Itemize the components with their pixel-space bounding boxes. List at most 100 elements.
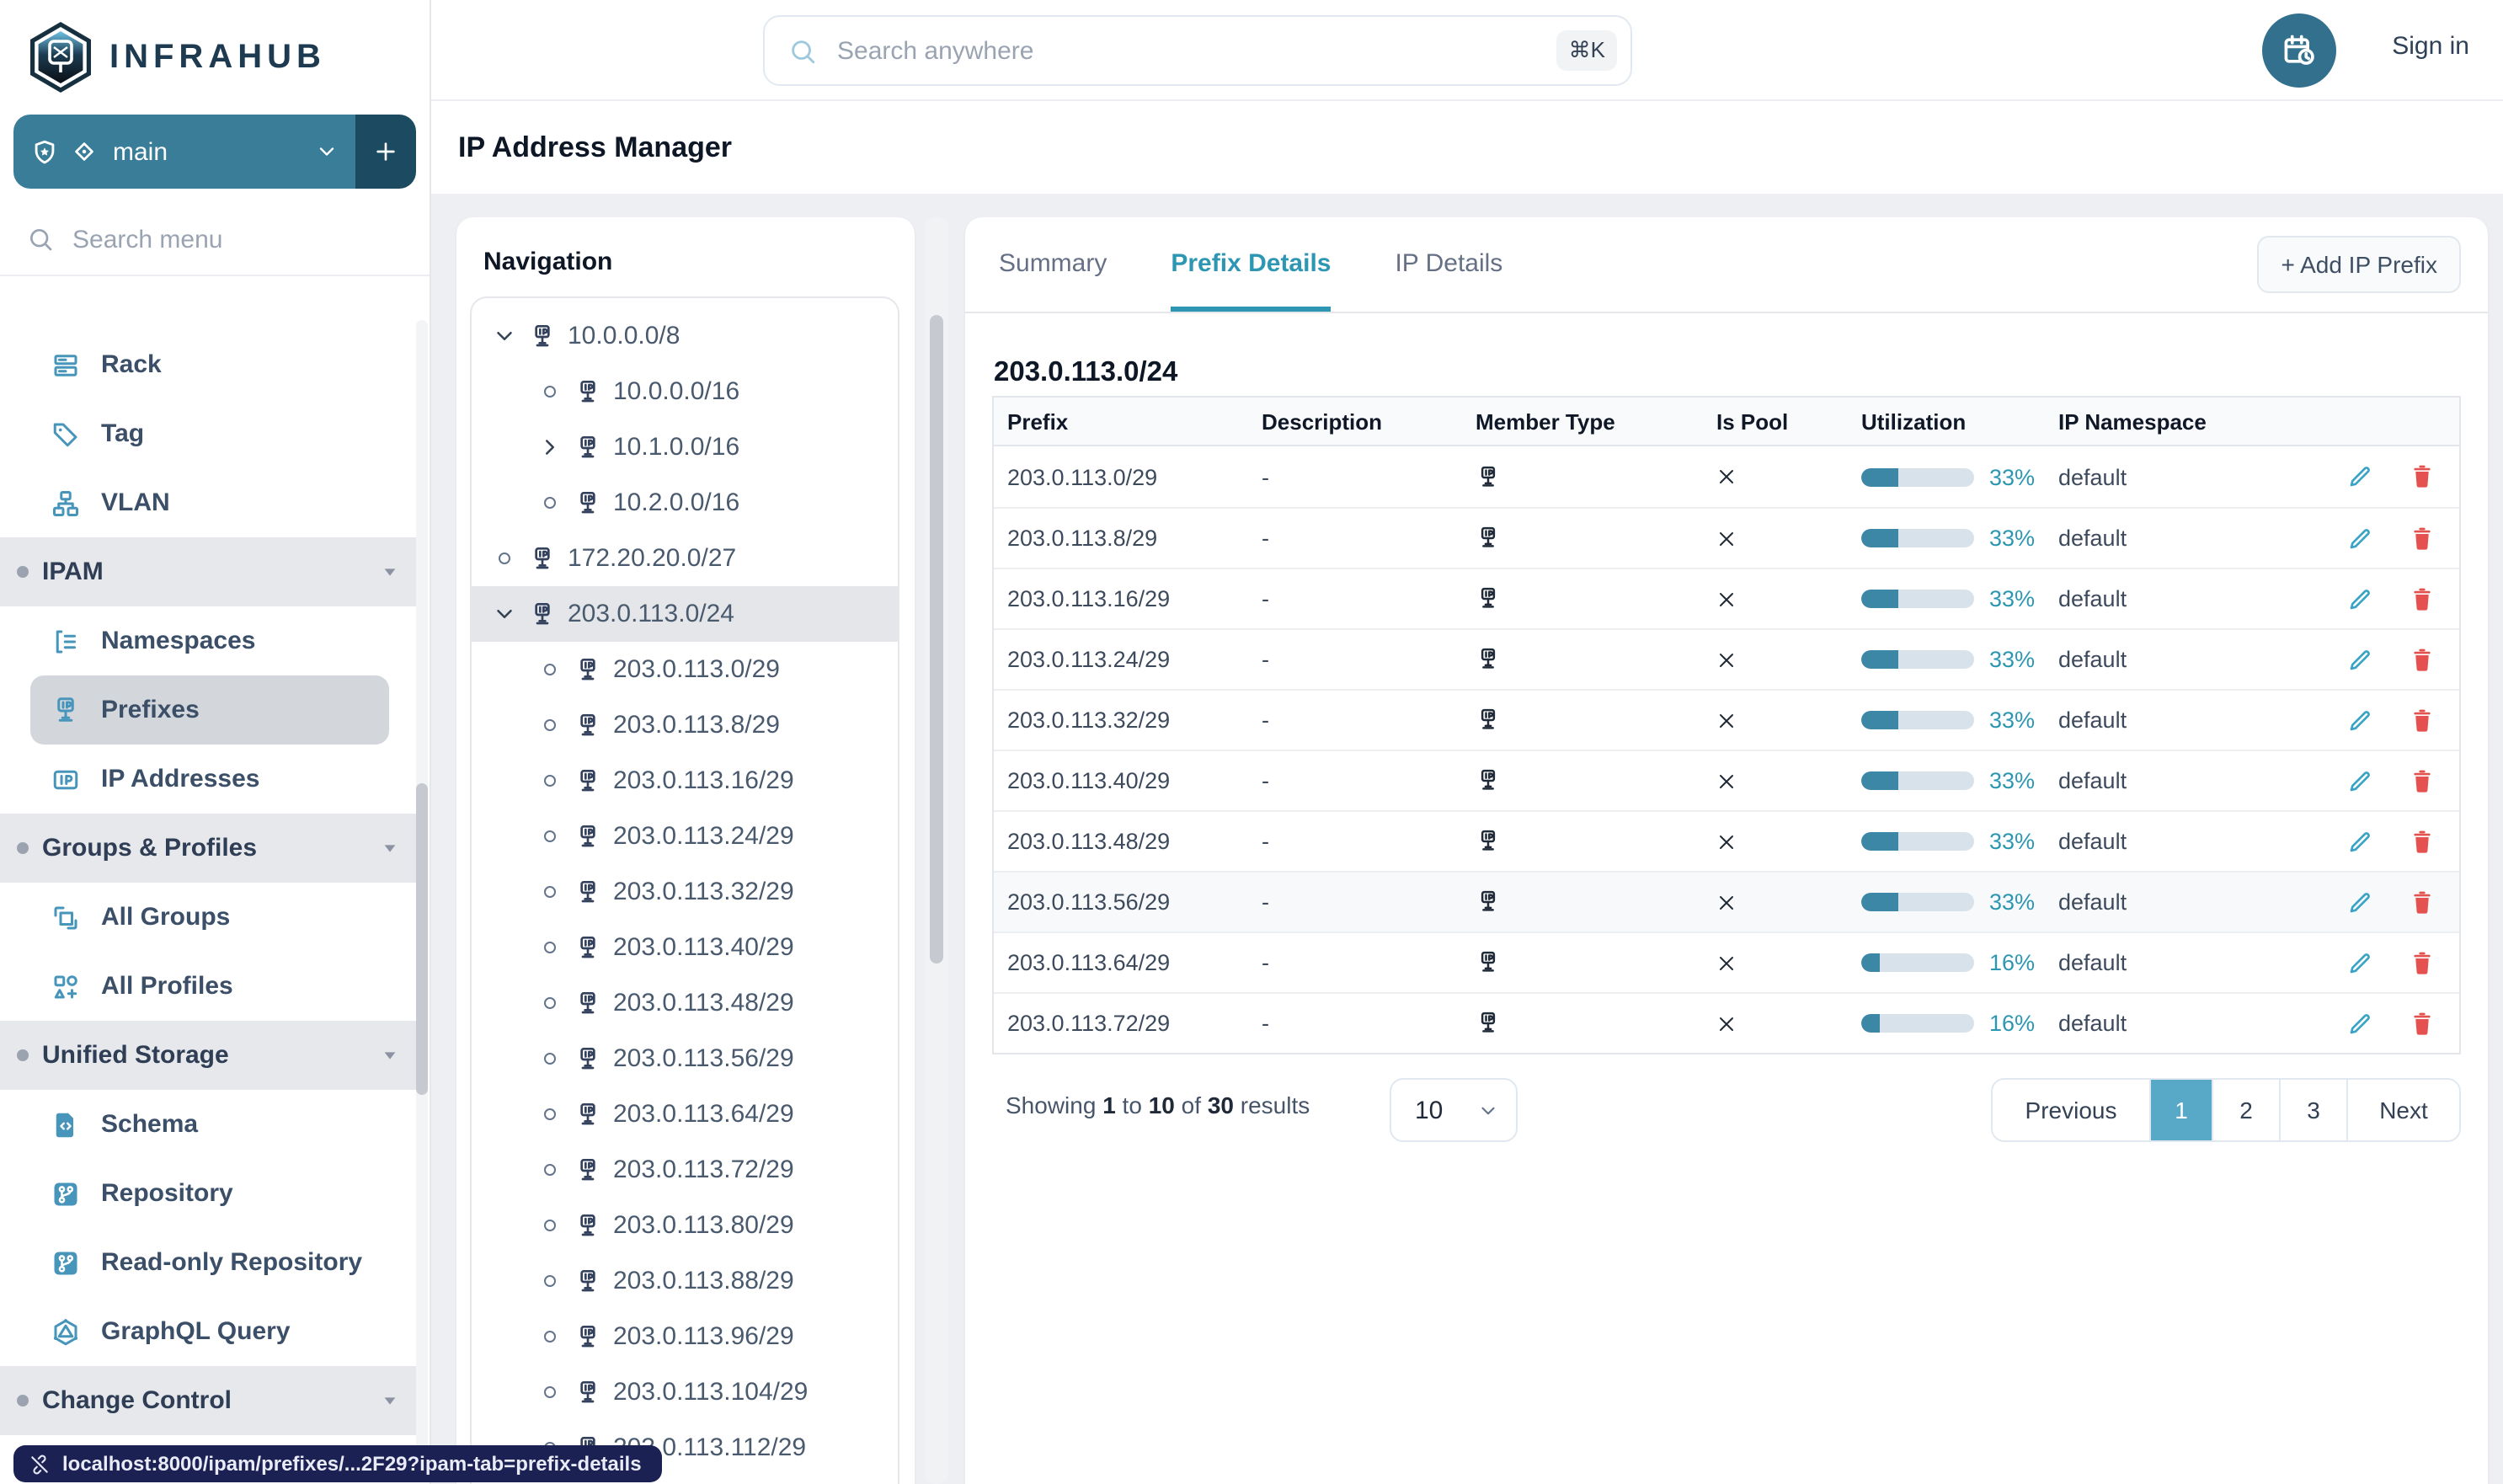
- table-row[interactable]: 203.0.113.8/29 - 33% default: [994, 507, 2459, 568]
- tree-item[interactable]: 203.0.113.56/29: [472, 1031, 898, 1086]
- tree-leaf-marker[interactable]: [537, 379, 563, 404]
- tree-item[interactable]: 203.0.113.8/29: [472, 697, 898, 753]
- logo[interactable]: INFRAHUB: [0, 0, 430, 108]
- tree-item[interactable]: 172.20.20.0/27: [472, 531, 898, 586]
- delete-icon[interactable]: [2409, 707, 2436, 734]
- table-row[interactable]: 203.0.113.72/29 - 16% default: [994, 992, 2459, 1053]
- pager-button-previous[interactable]: Previous: [1993, 1080, 2149, 1140]
- pager-button-3[interactable]: 3: [2279, 1080, 2346, 1140]
- table-row[interactable]: 203.0.113.16/29 - 33% default: [994, 568, 2459, 628]
- delete-icon[interactable]: [2409, 646, 2436, 673]
- sidebar-scrollbar-thumb[interactable]: [416, 783, 428, 1095]
- sidebar-item-namespaces[interactable]: Namespaces: [0, 606, 423, 675]
- table-row[interactable]: 203.0.113.32/29 - 33% default: [994, 689, 2459, 750]
- edit-icon[interactable]: [2346, 707, 2373, 734]
- pager-button-1[interactable]: 1: [2149, 1080, 2212, 1140]
- delete-icon[interactable]: [2409, 585, 2436, 612]
- sidebar-item-all-groups[interactable]: All Groups: [0, 883, 423, 952]
- sidebar-item-rack[interactable]: Rack: [0, 330, 423, 399]
- table-row[interactable]: 203.0.113.40/29 - 33% default: [994, 750, 2459, 810]
- edit-icon[interactable]: [2346, 463, 2373, 490]
- table-row[interactable]: 203.0.113.24/29 - 33% default: [994, 628, 2459, 689]
- tree-item[interactable]: 10.2.0.0/16: [472, 475, 898, 531]
- tree-scrollbar[interactable]: [925, 217, 948, 1484]
- sidebar-section-ipam[interactable]: IPAM: [0, 537, 423, 606]
- edit-icon[interactable]: [2346, 585, 2373, 612]
- menu-search-input[interactable]: [69, 223, 355, 255]
- tree-item[interactable]: 203.0.113.48/29: [472, 975, 898, 1031]
- tree-leaf-marker[interactable]: [537, 1213, 563, 1238]
- pager-button-next[interactable]: Next: [2346, 1080, 2459, 1140]
- sidebar-item-tag[interactable]: Tag: [0, 399, 423, 468]
- table-row[interactable]: 203.0.113.56/29 - 33% default: [994, 871, 2459, 932]
- sidebar-item-all-profiles[interactable]: All Profiles: [0, 952, 423, 1021]
- tree-scrollbar-thumb[interactable]: [930, 315, 943, 964]
- page-size-select[interactable]: 10: [1390, 1078, 1518, 1142]
- tree-leaf-marker[interactable]: [537, 1046, 563, 1071]
- delete-icon[interactable]: [2409, 828, 2436, 855]
- tab-summary[interactable]: Summary: [999, 249, 1107, 278]
- time-travel-button[interactable]: [2262, 13, 2336, 88]
- table-row[interactable]: 203.0.113.0/29 - 33% default: [994, 446, 2459, 507]
- tree-leaf-marker[interactable]: [537, 1380, 563, 1405]
- tree-item[interactable]: 203.0.113.0/24: [472, 586, 898, 642]
- sidebar-scrollbar[interactable]: [416, 320, 428, 1477]
- delete-icon[interactable]: [2409, 1010, 2436, 1037]
- tree-leaf-marker[interactable]: [537, 1102, 563, 1127]
- tree-item[interactable]: 203.0.113.80/29: [472, 1198, 898, 1253]
- tree-leaf-marker[interactable]: [537, 768, 563, 793]
- tree-item[interactable]: 203.0.113.24/29: [472, 809, 898, 864]
- sidebar-section-change-control[interactable]: Change Control: [0, 1366, 423, 1435]
- delete-icon[interactable]: [2409, 949, 2436, 976]
- tree-item[interactable]: 203.0.113.0/29: [472, 642, 898, 697]
- tree-expanded-chevron[interactable]: [492, 323, 517, 349]
- tree-expanded-chevron[interactable]: [492, 601, 517, 627]
- tree-item[interactable]: 203.0.113.64/29: [472, 1086, 898, 1142]
- delete-icon[interactable]: [2409, 767, 2436, 794]
- edit-icon[interactable]: [2346, 828, 2373, 855]
- tab-ip-details[interactable]: IP Details: [1395, 249, 1503, 278]
- sidebar-section-groups-profiles[interactable]: Groups & Profiles: [0, 814, 423, 883]
- sidebar-item-graphql-query[interactable]: GraphQL Query: [0, 1297, 423, 1366]
- edit-icon[interactable]: [2346, 525, 2373, 552]
- tree-item[interactable]: 10.0.0.0/16: [472, 364, 898, 419]
- sidebar-item-schema[interactable]: Schema: [0, 1090, 423, 1159]
- sidebar-item-read-only-repository[interactable]: Read-only Repository: [0, 1228, 423, 1297]
- tree-leaf-marker[interactable]: [537, 1268, 563, 1294]
- sidebar-item-vlan[interactable]: VLAN: [0, 468, 423, 537]
- delete-icon[interactable]: [2409, 525, 2436, 552]
- table-row[interactable]: 203.0.113.64/29 - 16% default: [994, 932, 2459, 992]
- global-search-input[interactable]: [834, 35, 1540, 67]
- sidebar-item-ip-addresses[interactable]: IP Addresses: [0, 745, 423, 814]
- sidebar-item-prefixes[interactable]: Prefixes: [30, 675, 389, 745]
- edit-icon[interactable]: [2346, 1010, 2373, 1037]
- delete-icon[interactable]: [2409, 889, 2436, 915]
- edit-icon[interactable]: [2346, 767, 2373, 794]
- tree-item[interactable]: 203.0.113.88/29: [472, 1253, 898, 1309]
- tree-item[interactable]: 10.1.0.0/16: [472, 419, 898, 475]
- tree-leaf-marker[interactable]: [537, 713, 563, 738]
- tree-leaf-marker[interactable]: [537, 879, 563, 905]
- delete-icon[interactable]: [2409, 463, 2436, 490]
- add-ip-prefix-button[interactable]: + Add IP Prefix: [2257, 236, 2461, 293]
- sign-in-link[interactable]: Sign in: [2392, 32, 2469, 61]
- tab-prefix-details[interactable]: Prefix Details: [1171, 217, 1332, 312]
- add-branch-button[interactable]: [355, 115, 416, 189]
- tree-leaf-marker[interactable]: [537, 935, 563, 960]
- sidebar-section-unified-storage[interactable]: Unified Storage: [0, 1021, 423, 1090]
- edit-icon[interactable]: [2346, 646, 2373, 673]
- tree-item[interactable]: 203.0.113.32/29: [472, 864, 898, 920]
- tree-collapsed-chevron[interactable]: [537, 435, 563, 460]
- tree-leaf-marker[interactable]: [537, 490, 563, 515]
- sidebar-item-repository[interactable]: Repository: [0, 1159, 423, 1228]
- branch-selector-button[interactable]: main: [13, 115, 355, 189]
- tree-leaf-marker[interactable]: [537, 1324, 563, 1349]
- tree-leaf-marker[interactable]: [537, 990, 563, 1016]
- tree-item[interactable]: 203.0.113.40/29: [472, 920, 898, 975]
- edit-icon[interactable]: [2346, 949, 2373, 976]
- pager-button-2[interactable]: 2: [2212, 1080, 2279, 1140]
- tree-item[interactable]: 203.0.113.72/29: [472, 1142, 898, 1198]
- table-row[interactable]: 203.0.113.48/29 - 33% default: [994, 810, 2459, 871]
- tree-item[interactable]: 10.0.0.0/8: [472, 308, 898, 364]
- tree-item[interactable]: 203.0.113.16/29: [472, 753, 898, 809]
